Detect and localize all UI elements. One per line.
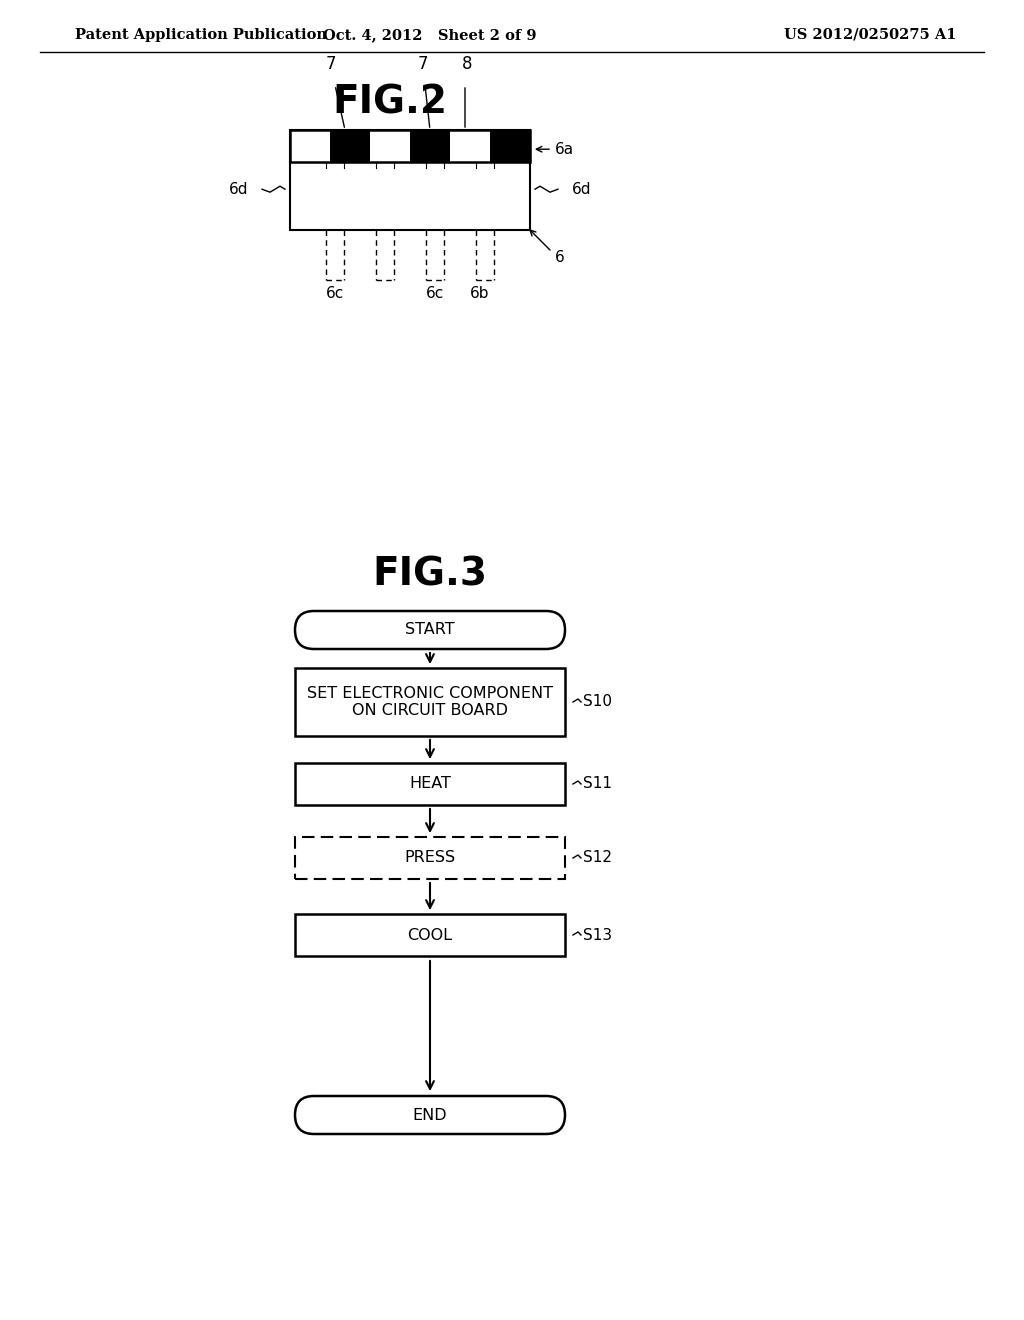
Bar (370, 129, 410, 162)
Bar (290, 162, 530, 230)
Bar (330, 129, 370, 162)
Text: US 2012/0250275 A1: US 2012/0250275 A1 (783, 28, 956, 42)
FancyBboxPatch shape (295, 1096, 565, 1134)
Text: S12: S12 (583, 850, 612, 866)
Text: HEAT: HEAT (409, 776, 451, 792)
Text: Patent Application Publication: Patent Application Publication (75, 28, 327, 42)
Text: 6c: 6c (426, 286, 444, 301)
Bar (290, 129, 330, 162)
Text: FIG.2: FIG.2 (333, 83, 447, 121)
Text: COOL: COOL (408, 928, 453, 942)
Bar (290, 129, 330, 162)
Bar (295, 763, 565, 805)
Text: S10: S10 (583, 694, 612, 710)
Bar (450, 129, 490, 162)
Text: SET ELECTRONIC COMPONENT
ON CIRCUIT BOARD: SET ELECTRONIC COMPONENT ON CIRCUIT BOAR… (307, 686, 553, 718)
Text: FIG.3: FIG.3 (373, 556, 487, 594)
Bar (410, 129, 450, 162)
Text: 8: 8 (462, 55, 472, 73)
Bar (490, 129, 530, 162)
Bar (490, 129, 530, 162)
Text: 6b: 6b (470, 286, 489, 301)
Text: 6a: 6a (555, 141, 574, 157)
Text: 6d: 6d (572, 182, 592, 197)
Bar (290, 129, 530, 162)
Text: PRESS: PRESS (404, 850, 456, 866)
Text: 7: 7 (418, 55, 428, 73)
Bar (410, 129, 450, 162)
Text: 6c: 6c (326, 286, 344, 301)
Text: 6d: 6d (228, 182, 248, 197)
Text: 6: 6 (555, 251, 565, 265)
Bar (450, 129, 490, 162)
Bar (295, 668, 565, 737)
Bar (290, 129, 530, 162)
Text: S11: S11 (583, 776, 612, 792)
Text: END: END (413, 1107, 447, 1122)
Bar (295, 837, 565, 879)
Text: S13: S13 (583, 928, 612, 942)
Bar (330, 129, 370, 162)
Text: 7: 7 (326, 55, 336, 73)
Bar (370, 129, 410, 162)
Text: START: START (406, 623, 455, 638)
Text: Oct. 4, 2012   Sheet 2 of 9: Oct. 4, 2012 Sheet 2 of 9 (324, 28, 537, 42)
Bar (290, 129, 530, 162)
Bar (295, 913, 565, 956)
FancyBboxPatch shape (295, 611, 565, 649)
